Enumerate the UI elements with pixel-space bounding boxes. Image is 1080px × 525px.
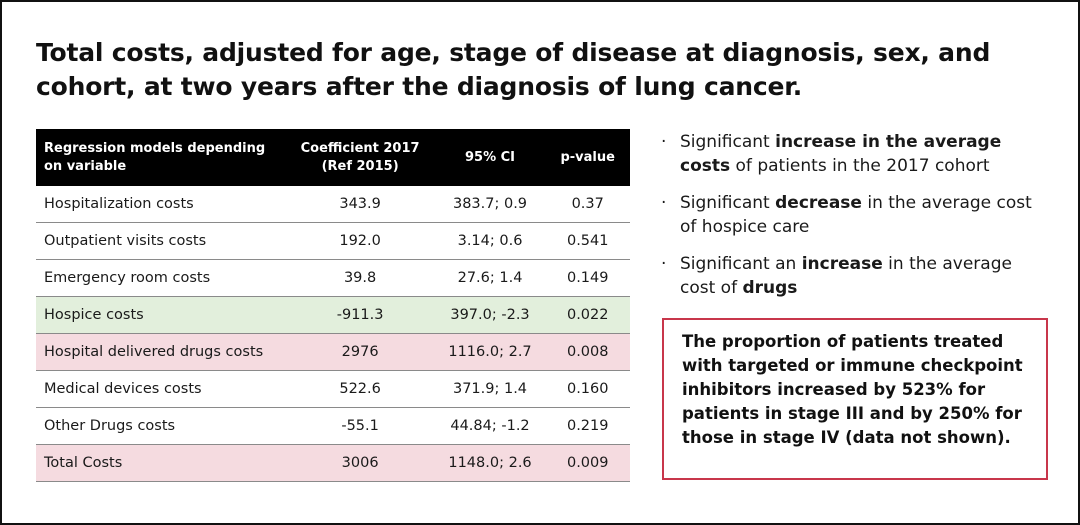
finding-item: · Significant increase in the average co…	[660, 130, 1050, 178]
cell-ci: 371.9; 1.4	[434, 370, 546, 408]
cell-pvalue: 0.009	[545, 444, 630, 482]
cell-coefficient: 522.6	[285, 370, 435, 408]
cell-variable: Emergency room costs	[36, 259, 286, 297]
finding-text: of patients in the 2017 cohort	[730, 156, 990, 176]
finding-text: Significant an	[680, 254, 802, 274]
header-coefficient: Coefficient 2017 (Ref 2015)	[285, 129, 435, 186]
bullet-icon: ·	[661, 132, 667, 152]
table-row: Hospital delivered drugs costs 2976 1116…	[36, 333, 630, 371]
cell-coefficient: -55.1	[285, 407, 435, 445]
cell-variable: Medical devices costs	[36, 370, 286, 408]
cell-variable: Hospital delivered drugs costs	[36, 333, 286, 371]
cell-variable: Other Drugs costs	[36, 407, 286, 445]
cell-ci: 3.14; 0.6	[434, 222, 546, 260]
cell-pvalue: 0.149	[545, 259, 630, 297]
cell-variable: Total Costs	[36, 444, 286, 482]
bullet-icon: ·	[661, 193, 667, 213]
cell-variable: Outpatient visits costs	[36, 222, 286, 260]
cell-pvalue: 0.022	[545, 296, 630, 334]
cell-ci: 44.84; -1.2	[434, 407, 546, 445]
table-row: Other Drugs costs -55.1 44.84; -1.2 0.21…	[36, 407, 630, 445]
table-header-row: Regression models depending on variable …	[36, 129, 630, 186]
cell-ci: 1148.0; 2.6	[434, 444, 546, 482]
cell-ci: 27.6; 1.4	[434, 259, 546, 297]
findings-list: · Significant increase in the average co…	[660, 130, 1050, 313]
table-row: Total Costs 3006 1148.0; 2.6 0.009	[36, 444, 630, 482]
cell-ci: 397.0; -2.3	[434, 296, 546, 334]
cell-coefficient: 39.8	[285, 259, 435, 297]
finding-text: in the average cost of	[680, 254, 1012, 298]
finding-emphasis: increase	[801, 254, 883, 274]
figure-title: Total costs, adjusted for age, stage of …	[36, 38, 991, 101]
cell-pvalue: 0.37	[545, 186, 630, 223]
finding-emphasis: decrease	[775, 193, 862, 213]
finding-text: Significant	[680, 193, 776, 213]
table-row: Emergency room costs 39.8 27.6; 1.4 0.14…	[36, 259, 630, 297]
cell-coefficient: 3006	[285, 444, 435, 482]
finding-text: in the average cost of hospice care	[680, 193, 1032, 237]
cell-coefficient: 192.0	[285, 222, 435, 260]
regression-table: Regression models depending on variable …	[36, 129, 630, 482]
header-pvalue: p-value	[545, 129, 630, 186]
cell-coefficient: -911.3	[285, 296, 435, 334]
bullet-icon: ·	[661, 254, 667, 274]
table-row: Hospice costs -911.3 397.0; -2.3 0.022	[36, 296, 630, 334]
table-row: Medical devices costs 522.6 371.9; 1.4 0…	[36, 370, 630, 408]
callout-box: The proportion of patients treated with …	[662, 318, 1048, 480]
cell-pvalue: 0.219	[545, 407, 630, 445]
finding-text: Significant	[680, 132, 776, 152]
finding-emphasis: increase in the average costs	[680, 132, 1002, 176]
cell-variable: Hospice costs	[36, 296, 286, 334]
cell-coefficient: 2976	[285, 333, 435, 371]
cell-ci: 383.7; 0.9	[434, 186, 546, 223]
table-row: Hospitalization costs 343.9 383.7; 0.9 0…	[36, 186, 630, 223]
cell-variable: Hospitalization costs	[36, 186, 286, 223]
cell-pvalue: 0.008	[545, 333, 630, 371]
cell-ci: 1116.0; 2.7	[434, 333, 546, 371]
header-variable: Regression models depending on variable	[36, 129, 286, 186]
finding-emphasis: drugs	[742, 278, 798, 298]
cell-coefficient: 343.9	[285, 186, 435, 223]
finding-item: · Significant an increase in the average…	[660, 252, 1050, 300]
table-row: Outpatient visits costs 192.0 3.14; 0.6 …	[36, 222, 630, 260]
cell-pvalue: 0.541	[545, 222, 630, 260]
finding-item: · Significant decrease in the average co…	[660, 191, 1050, 239]
cell-pvalue: 0.160	[545, 370, 630, 408]
header-ci: 95% CI	[434, 129, 546, 186]
